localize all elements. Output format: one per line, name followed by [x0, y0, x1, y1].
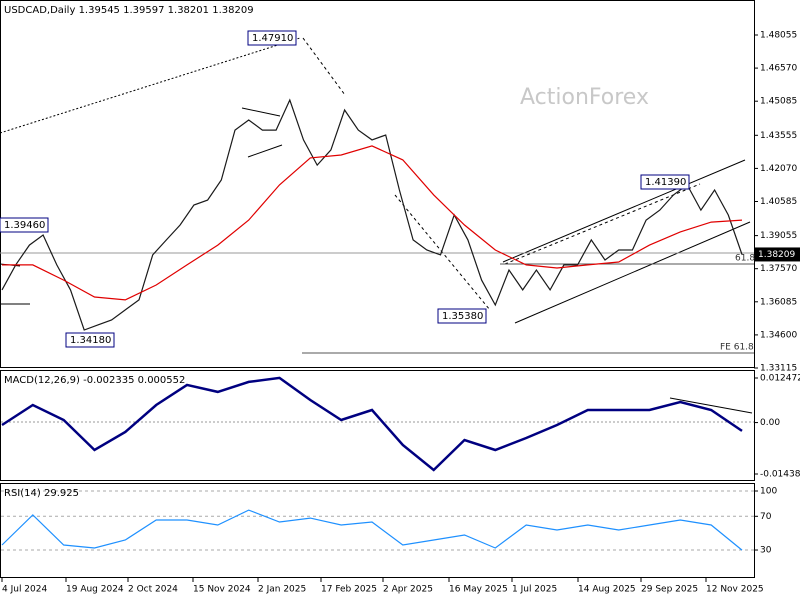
annotation: 1.34180	[70, 335, 111, 346]
price-label-box	[640, 174, 690, 190]
annotation: 1.47910	[252, 33, 293, 44]
series-line	[2, 145, 743, 301]
x-tick-label: 12 Nov 2025	[706, 585, 764, 595]
x-tick-label: 1 Jul 2025	[512, 585, 557, 595]
x-tick-label: 29 Sep 2025	[641, 585, 698, 595]
y-tick-label: 1.42070	[760, 164, 797, 174]
price-label-box	[247, 30, 297, 46]
rsi-panel	[0, 483, 755, 578]
y-tick-label: 1.46570	[760, 64, 797, 74]
series-line	[1, 509, 743, 551]
reading: 1.38201	[168, 5, 209, 16]
x-tick-label: 2 Oct 2024	[128, 585, 178, 595]
x-tick-label: 17 Feb 2025	[321, 585, 377, 595]
y-tick-label: 1.39055	[760, 231, 797, 241]
price-label-box	[437, 308, 487, 324]
panel-title: USDCAD,Daily 1.39545 1.39597 1.38201 1.3…	[4, 5, 254, 16]
reading: 1.38209	[212, 5, 253, 16]
series-line	[1, 98, 743, 331]
y-tick-label: 100	[760, 487, 777, 497]
annotation: 1.39460	[4, 220, 45, 231]
reading: 1.39545	[79, 5, 120, 16]
reading: 1.39597	[123, 5, 164, 16]
annotation: 61.8	[735, 254, 755, 264]
annotation: FE 61.8	[720, 343, 754, 353]
y-tick-label: 1.45085	[760, 97, 797, 107]
reading: 29.925	[44, 488, 79, 499]
x-tick-label: 2 Jan 2025	[258, 585, 306, 595]
price-label-box	[0, 217, 49, 233]
indicator-name: RSI(14)	[4, 488, 41, 499]
series-line	[1, 376, 743, 472]
indicator-name: USDCAD,Daily	[4, 5, 75, 16]
current-price-box	[755, 247, 800, 262]
y-tick-label: 1.34600	[760, 330, 797, 340]
x-tick-label: 15 Nov 2024	[193, 585, 251, 595]
reading: -0.002335	[83, 375, 134, 386]
panel-title: RSI(14) 29.925	[4, 488, 79, 499]
y-tick-label: 1.48055	[760, 30, 797, 40]
x-tick-label: 2 Apr 2025	[383, 585, 433, 595]
y-tick-label: 70	[760, 512, 772, 522]
price-label-box	[65, 332, 115, 348]
current-price: 1.38209	[758, 250, 795, 260]
indicator-name: MACD(12,26,9)	[4, 375, 80, 386]
y-tick-label: 1.40585	[760, 197, 797, 207]
y-tick-label: 1.37570	[760, 264, 797, 274]
y-tick-label: 30	[760, 546, 772, 556]
annotation: 1.35380	[442, 311, 483, 322]
price-panel	[0, 0, 755, 368]
panel-title: MACD(12,26,9) -0.002335 0.000552	[4, 375, 185, 386]
macd-panel	[0, 370, 755, 481]
reading: 0.000552	[138, 375, 186, 386]
y-tick-label: 0.012472	[760, 374, 800, 384]
y-tick-label: 0.00	[760, 418, 780, 428]
y-tick-label: 1.36085	[760, 297, 797, 307]
x-tick-label: 16 May 2025	[449, 585, 508, 595]
x-tick-label: 19 Aug 2024	[66, 585, 124, 595]
trendlines	[0, 37, 754, 423]
y-tick-label: 1.33115	[760, 364, 797, 374]
y-tick-label: 1.43555	[760, 131, 797, 141]
watermark: ActionForex	[520, 85, 649, 110]
y-tick-label: -0.014389	[760, 469, 800, 479]
x-tick-label: 4 Jul 2024	[2, 585, 47, 595]
annotation: 1.41390	[645, 177, 686, 188]
x-tick-label: 14 Aug 2025	[578, 585, 636, 595]
